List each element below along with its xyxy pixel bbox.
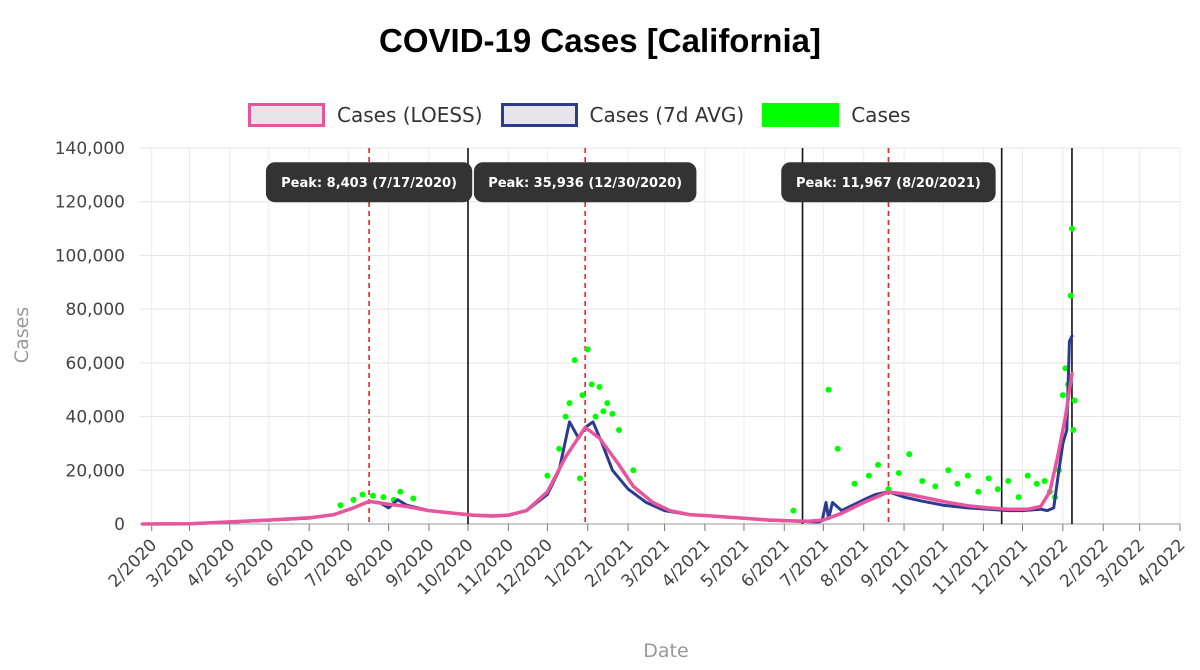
peak-annotation-box [265,162,473,203]
cases-point [975,488,982,495]
cases-point [1068,225,1075,232]
y-tick-label: 40,000 [66,408,125,428]
loess-line [140,371,1074,526]
cases-point [790,507,797,514]
cases-point [954,480,961,487]
cases-point [865,472,872,479]
cases-point [380,494,387,501]
cases-point [906,451,913,458]
cases-point [600,408,607,415]
cases-point [576,475,583,482]
cases-point [615,427,622,433]
legend-label-cases: Cases [851,103,911,127]
peak-annotation: Peak: 11,967 (8/20/2021) [781,162,996,203]
cases-point [566,400,573,407]
cases-point [596,384,603,391]
cases-point [609,410,616,417]
y-tick-label: 60,000 [66,354,125,374]
cases-point [1071,397,1078,404]
cases-point [1067,292,1074,299]
x-axis-title: Date [643,640,688,662]
legend: Cases (LOESS) Cases (7d AVG) Cases [248,100,929,130]
legend-label-loess: Cases (LOESS) [337,103,483,127]
peak-annotation-label: Peak: 11,967 (8/20/2021) [796,176,981,191]
cases-point [397,488,404,495]
y-tick-label: 100,000 [55,246,125,266]
y-tick-label: 80,000 [66,300,125,320]
cases-point [1041,478,1048,485]
seven-day-avg-line [141,334,1074,526]
peak-annotation-box [473,162,697,203]
chart-title: COVID-19 Cases [California] [379,22,821,59]
cases-point [562,413,569,420]
y-tick-label: 140,000 [55,139,125,159]
cases-point [630,467,637,474]
cases-point [1005,478,1012,485]
cases-point [1070,427,1077,433]
y-tick-label: 120,000 [55,193,125,213]
cases-point [825,386,832,393]
cases-point [604,400,611,407]
y-tick-label: 0 [114,515,125,535]
peak-annotation-box [781,162,996,203]
x-tick-labels: 2/20203/20204/20205/20206/20207/20208/20… [105,535,1190,599]
cases-point [544,472,551,479]
y-axis-title: Cases [11,307,33,363]
cases-point [919,478,926,485]
peak-annotation-label: Peak: 8,403 (7/17/2020) [281,176,457,191]
peak-annotation: Peak: 35,936 (12/30/2020) [473,162,697,203]
cases-point [964,472,971,479]
legend-label-7d-avg: Cases (7d AVG) [589,103,745,127]
cases-point [1059,392,1066,399]
cases-point [1062,365,1069,372]
cases-point [592,413,599,420]
cases-point [1033,480,1040,487]
legend-swatch-7d-avg [500,103,578,127]
legend-item-loess[interactable]: Cases (LOESS) [248,103,483,127]
cases-point [410,495,417,502]
cases-point [571,357,578,364]
legend-item-7d-avg[interactable]: Cases (7d AVG) [500,103,745,127]
legend-swatch-cases [762,103,840,127]
cases-point [1015,494,1022,501]
legend-swatch-loess [248,103,325,127]
peak-annotation: Peak: 8,403 (7/17/2020) [265,162,473,203]
cases-point [350,496,357,503]
cases-point [875,461,882,468]
series-lines [140,334,1074,526]
y-gridlines [140,147,1180,525]
cases-point [359,491,366,498]
legend-item-cases[interactable]: Cases [762,103,911,127]
cases-point [369,492,376,499]
cases-point [579,392,586,399]
cases-point [895,469,902,476]
cases-point [994,486,1001,493]
peak-annotation-label: Peak: 35,936 (12/30/2020) [488,176,682,191]
cases-point [1024,472,1031,479]
cases-point [945,467,952,474]
cases-point [584,346,591,353]
cases-point [556,445,563,452]
x-gridlines [140,148,1181,531]
cases-points [337,225,1078,514]
y-tick-labels: 0 20,000 40,000 60,000 80,000 100,000 120,000 1… [55,139,125,535]
cases-point [932,483,939,490]
y-tick-label: 20,000 [66,461,125,481]
cases-point [851,480,858,487]
peak-annotations: Peak: 8,403 (7/17/2020) Peak: 35,936 (12/… [265,162,996,203]
cases-point [337,502,344,509]
reference-lines [368,148,1073,524]
cases-point [588,381,595,388]
cases-point [834,445,841,452]
cases-point [985,475,992,482]
